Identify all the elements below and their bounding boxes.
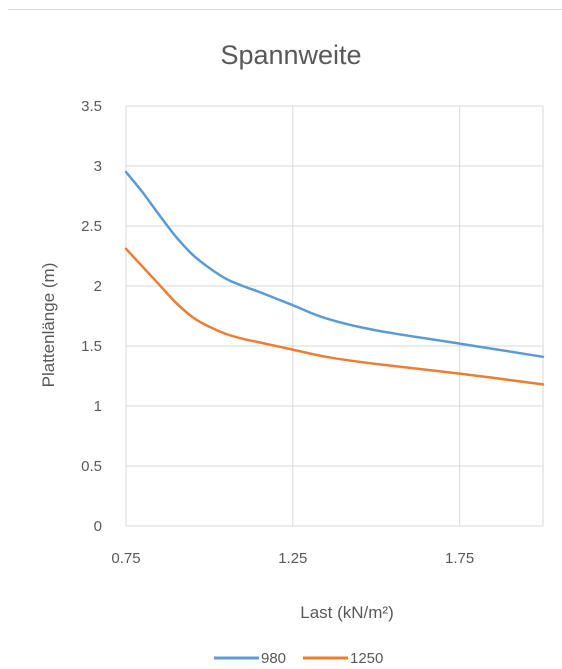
series-line-1250 [124, 247, 545, 386]
top-border [8, 9, 562, 10]
y-tick-label: 0.5 [81, 458, 102, 475]
legend-label-980: 980 [261, 650, 286, 667]
y-tick-label: 2 [94, 278, 102, 295]
x-tick-label: 1.25 [278, 550, 307, 567]
y-axis-title: Plattenlänge (m) [39, 263, 58, 388]
legend-label-1250: 1250 [350, 650, 383, 667]
x-tick-labels: 0.75 1.25 1.75 [111, 550, 474, 567]
y-tick-label: 0 [94, 518, 102, 535]
x-tick-label: 0.75 [111, 550, 140, 567]
x-axis-title: Last (kN/m²) [300, 603, 394, 622]
y-tick-label: 1 [94, 398, 102, 415]
y-tick-label: 3 [94, 158, 102, 175]
legend: 980 1250 [214, 650, 383, 667]
y-tick-labels: 0 0.5 1 1.5 2 2.5 3 3.5 [81, 98, 102, 535]
y-tick-label: 1.5 [81, 338, 102, 355]
x-tick-label: 1.75 [445, 550, 474, 567]
series-line-980 [124, 170, 545, 359]
y-tick-label: 3.5 [81, 98, 102, 115]
y-tick-label: 2.5 [81, 218, 102, 235]
gridlines [125, 105, 544, 527]
chart-title: Spannweite [220, 40, 361, 70]
series-lines [124, 170, 545, 386]
